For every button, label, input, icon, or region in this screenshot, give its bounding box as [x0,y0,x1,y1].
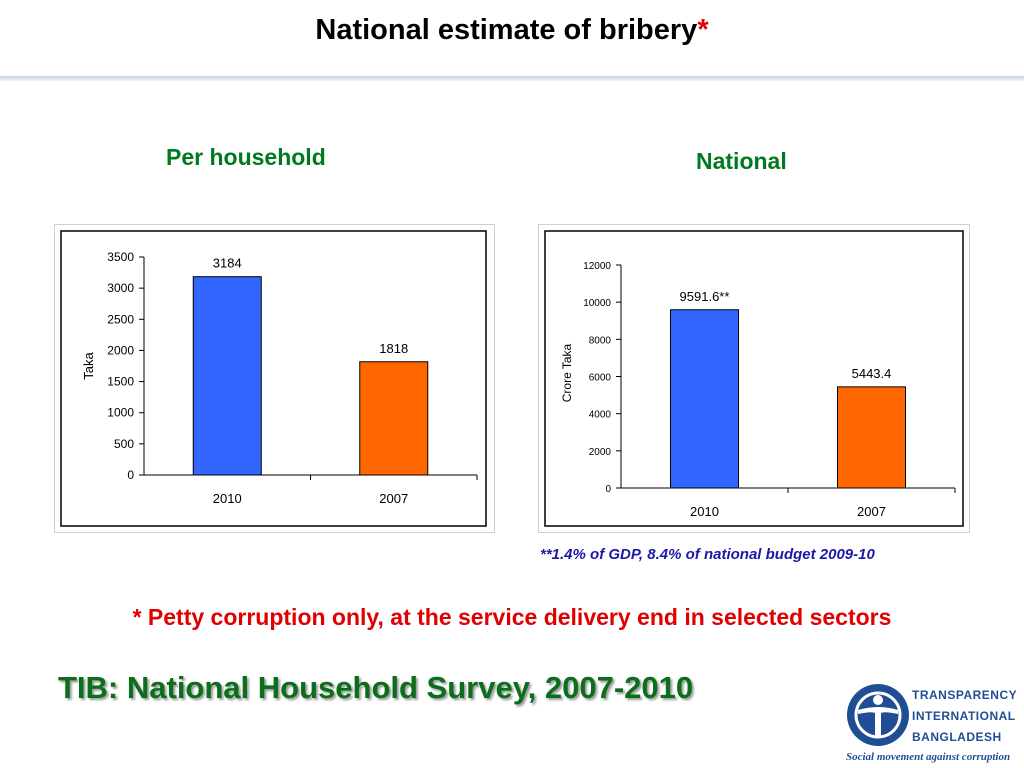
survey-source: TIB: National Household Survey, 2007-201… [58,670,694,705]
chart-1-ytick-label: 0 [127,468,134,482]
logo-line-1: TRANSPARENCY [912,688,1018,702]
chart-1-ytick-label: 2000 [107,343,134,357]
chart-2-ytick-label: 12000 [583,261,611,272]
chart-1-data-label-2007: 1818 [379,341,408,356]
chart-1-ytick-label: 3000 [107,281,134,295]
chart-1-ytick-label: 1000 [107,406,134,420]
petty-corruption-footnote: * Petty corruption only, at the service … [132,604,892,630]
chart-1-ytick-label: 3500 [107,250,134,264]
chart-1-ytick-label: 2500 [107,312,134,326]
chart-1-ylabel: Taka [81,352,96,380]
chart-1-data-label-2010: 3184 [213,256,242,271]
chart-2-ytick-label: 2000 [589,447,612,458]
title-divider [0,76,1024,81]
chart-2-ytick-label: 8000 [589,335,612,346]
chart-2-xtick-label-2007: 2007 [857,504,886,519]
title-footnote-mark: * [697,14,709,46]
slide-title: National estimate of bribery* [0,14,1024,47]
chart-1-title: Per household [166,144,326,170]
chart-2-data-label-2007: 5443.4 [852,366,892,381]
chart-2-bar-2007 [837,386,906,489]
logo-tagline: Social movement against corruption [846,751,1011,763]
chart-2-bar-2010 [670,309,739,489]
chart-1-ytick-label: 1500 [107,375,134,389]
chart-1-svg: 0 500 1000 1500 2000 2500 3000 3500 2010 2007 31… [60,230,487,527]
chart-2-ytick-label: 6000 [589,373,612,384]
chart-2-container: 0 2000 4000 6000 8000 10000 12000 2010 2007 959… [538,224,970,533]
chart-2-ytick-label: 4000 [589,410,612,421]
logo-line-2: INTERNATIONAL [912,709,1016,723]
chart-2-ytick-label: 0 [605,484,611,495]
slide-title-text: National estimate of bribery [315,14,698,46]
gdp-note: **1.4% of GDP, 8.4% of national budget 2… [540,546,875,563]
chart-2-title: National [696,148,787,174]
logo-line-3: BANGLADESH [912,730,1002,744]
chart-2-data-label-2010: 9591.6** [680,289,730,304]
chart-1-xtick-label-2007: 2007 [379,491,408,506]
chart-1-bar-2007 [359,361,429,476]
tib-logo: TRANSPARENCY INTERNATIONAL BANGLADESH So… [842,680,1024,768]
chart-2-ylabel: Crore Taka [560,343,574,402]
tib-emblem-icon [847,684,909,746]
chart-2-ytick-label: 10000 [583,298,611,309]
chart-2-svg: 0 2000 4000 6000 8000 10000 12000 2010 2007 959… [544,230,964,527]
chart-1-bar-2010 [192,276,262,476]
chart-2-xtick-label-2010: 2010 [690,504,719,519]
chart-1-ytick-label: 500 [114,437,134,451]
chart-1-container: 0 500 1000 1500 2000 2500 3000 3500 2010 2007 31… [54,224,495,533]
chart-1-xtick-label-2010: 2010 [213,491,242,506]
